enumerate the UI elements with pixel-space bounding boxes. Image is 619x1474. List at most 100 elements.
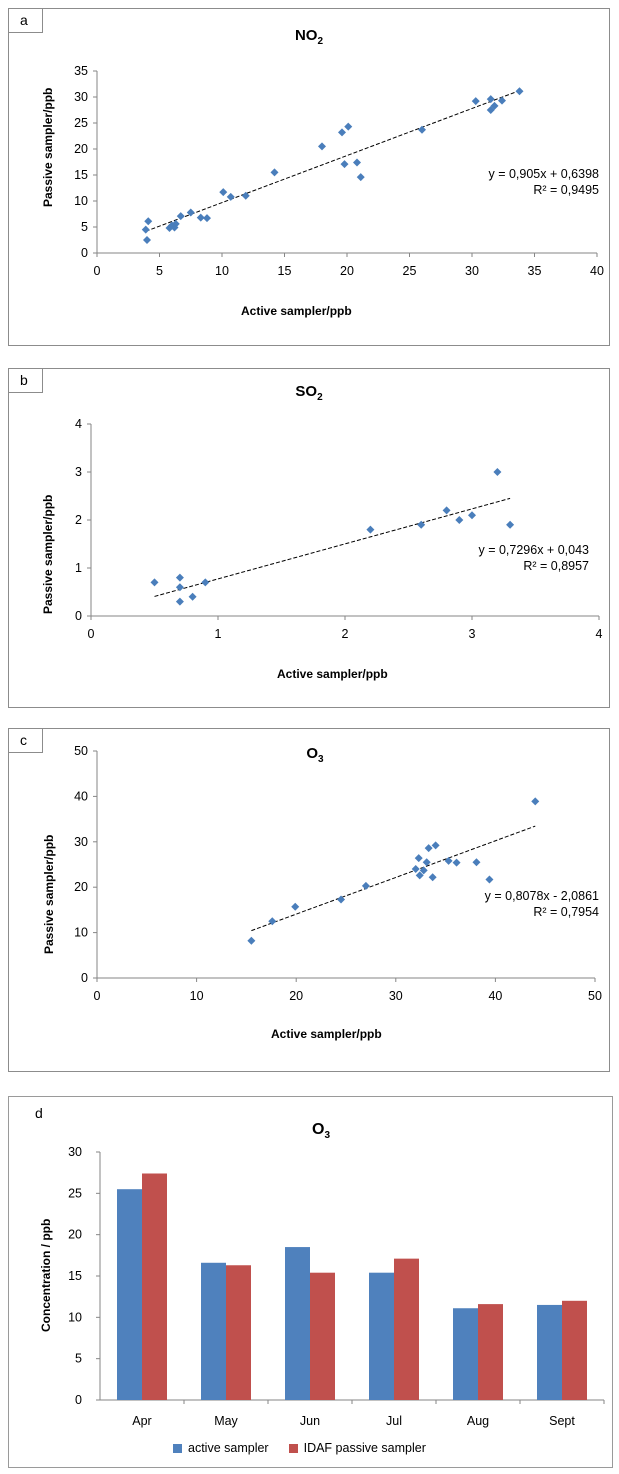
y-tick-label: 30: [74, 835, 88, 849]
y-axis-label: Concentration / ppb: [39, 1218, 53, 1332]
panel-letter: c: [20, 732, 27, 748]
y-tick-label: 10: [74, 926, 88, 940]
x-tick-label: 0: [94, 264, 101, 278]
data-point: [337, 895, 346, 904]
x-tick-label: 3: [469, 627, 476, 641]
data-point: [188, 592, 197, 601]
bar-active: [537, 1304, 562, 1400]
chart-panel-c: c O3 0 10 20 30 40 50 0 10 20 30 40 50 y = 0,8078x …: [8, 728, 610, 1072]
bar-passive: [562, 1300, 587, 1400]
trendline-equation: y = 0,8078x - 2,0861 R² = 0,7954: [439, 888, 599, 920]
y-tick-label: 20: [68, 1228, 82, 1242]
y-tick-label: 1: [75, 561, 82, 575]
y-tick-label: 50: [74, 744, 88, 758]
data-point: [171, 219, 180, 228]
y-axis-label: Passive sampler/ppb: [42, 834, 56, 954]
y-tick-label: 4: [75, 417, 82, 431]
trend-line: [145, 89, 523, 232]
y-tick-label: 0: [81, 246, 88, 260]
chart-panel-a: a NO2 0 5 10 15 20 25 30 35 0 5 10 15 20 25 30 35 40 y =…: [8, 8, 610, 346]
x-tick-label: 35: [528, 264, 542, 278]
data-point: [468, 511, 476, 520]
data-point: [353, 158, 361, 167]
data-point: [414, 854, 423, 863]
chart-title-subscript: 3: [318, 754, 324, 765]
data-point: [291, 902, 300, 911]
x-tick-label: Jun: [300, 1414, 320, 1428]
data-point: [452, 858, 461, 867]
bar-active: [285, 1247, 310, 1400]
data-point: [203, 214, 211, 223]
data-point: [424, 844, 433, 853]
x-tick-label: 2: [342, 627, 349, 641]
x-axis-label: Active sampler/ppb: [271, 1027, 382, 1041]
data-point: [356, 173, 365, 182]
equation-line: y = 0,8078x - 2,0861: [484, 889, 599, 903]
x-tick-label: 0: [88, 627, 95, 641]
data-point: [175, 597, 184, 606]
panel-label-box: c: [9, 729, 43, 753]
data-point: [361, 881, 370, 890]
data-point: [490, 101, 499, 110]
x-tick-label: 5: [156, 264, 163, 278]
chart-svg: 0 5 10 15 20 25 30 Apr May Jun Jul Aug Sept: [68, 1145, 605, 1428]
equation-line: y = 0,7296x + 0,043: [478, 543, 589, 557]
bar-passive: [142, 1173, 167, 1400]
legend-swatch-active: [173, 1443, 182, 1453]
x-tick-label: 50: [588, 989, 602, 1003]
equation-line: y = 0,905x + 0,6398: [488, 167, 599, 181]
y-tick-label: 25: [74, 116, 88, 130]
chart-title: SO2: [279, 383, 339, 403]
chart-title-subscript: 2: [317, 36, 324, 47]
data-point: [247, 936, 256, 945]
panel-letter: a: [20, 12, 28, 28]
chart-title: NO2: [279, 27, 339, 47]
data-point: [515, 87, 524, 96]
x-tick-label: 1: [215, 627, 222, 641]
data-point: [366, 525, 375, 534]
chart-svg: 0 10 20 30 40 50 0 10 20 30 40 50: [74, 744, 602, 1003]
r-squared-line: R² = 0,7954: [533, 905, 599, 919]
y-tick-label: 15: [74, 168, 88, 182]
chart-title-subscript: 2: [317, 392, 323, 403]
data-point: [175, 583, 184, 592]
y-tick-label: 0: [75, 1393, 82, 1407]
chart-panel-d: d O3 0 5 10 15 20 25 30 Apr May Jun Jul Aug Sept Con…: [8, 1096, 613, 1468]
bar-passive: [394, 1258, 419, 1400]
bar-active: [453, 1308, 478, 1400]
y-tick-label: 30: [74, 90, 88, 104]
x-axis-label: Active sampler/ppb: [277, 667, 388, 681]
data-point: [493, 468, 502, 476]
data-point: [186, 208, 195, 217]
y-tick-label: 5: [75, 1352, 82, 1366]
x-tick-label: 30: [389, 989, 403, 1003]
panel-letter: d: [35, 1105, 43, 1121]
data-point: [270, 168, 279, 177]
data-point: [485, 875, 494, 884]
data-point: [472, 858, 481, 867]
y-tick-label: 25: [68, 1186, 82, 1200]
data-point: [431, 841, 440, 850]
y-tick-label: 35: [74, 64, 88, 78]
chart-legend: active sampler IDAF passive sampler: [173, 1441, 426, 1455]
chart-title-subscript: 3: [324, 1130, 330, 1141]
chart-svg: 0 5 10 15 20 25 30 35 0 5 10 15 20 25 30 35 40: [74, 64, 604, 278]
y-tick-label: 30: [68, 1145, 82, 1159]
x-tick-label: 20: [340, 264, 354, 278]
y-tick-label: 10: [68, 1310, 82, 1324]
x-tick-label: Sept: [549, 1414, 575, 1428]
data-point: [141, 225, 150, 234]
x-tick-label: Jul: [386, 1414, 402, 1428]
data-point: [471, 97, 480, 106]
panel-label-box: b: [9, 369, 43, 393]
data-point: [442, 506, 451, 515]
data-point: [486, 95, 495, 104]
data-point: [415, 871, 424, 880]
x-tick-label: 30: [465, 264, 479, 278]
y-tick-label: 0: [75, 609, 82, 623]
r-squared-line: R² = 0,8957: [523, 559, 589, 573]
bar-passive: [310, 1272, 335, 1400]
y-tick-label: 0: [81, 971, 88, 985]
legend-label-passive: IDAF passive sampler: [303, 1441, 426, 1455]
